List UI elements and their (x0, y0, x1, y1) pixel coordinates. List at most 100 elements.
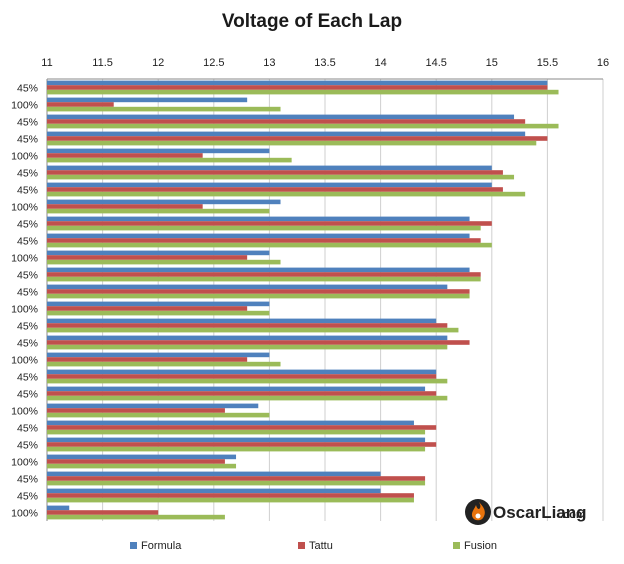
category-label: 100% (11, 508, 38, 520)
bar-fusion (47, 191, 526, 197)
bar-tattu (47, 119, 526, 124)
category-label: 100% (11, 304, 38, 316)
bar-tattu (47, 289, 470, 294)
category-label: 45% (17, 287, 38, 299)
category-label: 100% (11, 457, 38, 469)
bar-fusion (47, 140, 537, 146)
bar-tattu (47, 459, 225, 464)
category-label: 100% (11, 406, 38, 418)
bar-tattu (47, 340, 470, 345)
x-tick-label: 11.5 (92, 57, 113, 69)
chart-title: Voltage of Each Lap (222, 11, 402, 32)
category-label: 100% (11, 355, 38, 367)
bar-fusion (47, 89, 559, 95)
x-tick-label: 13.5 (314, 57, 335, 69)
x-tick-label: 15 (486, 57, 498, 69)
bar-fusion (47, 327, 459, 333)
category-label: 45% (17, 491, 38, 503)
bar-formula (47, 165, 492, 171)
flame-logo-icon (465, 499, 491, 525)
category-label: 45% (17, 83, 38, 95)
bar-formula (47, 131, 526, 137)
bar-formula (47, 454, 237, 460)
bar-fusion (47, 446, 426, 452)
bar-tattu (47, 408, 225, 413)
bar-tattu (47, 272, 481, 277)
watermark-logo: OscarLiang .com (465, 499, 587, 525)
bar-formula (47, 301, 270, 307)
bar-tattu (47, 170, 503, 175)
category-label: 45% (17, 134, 38, 146)
legend-swatch-formula (130, 542, 137, 549)
bar-tattu (47, 238, 481, 243)
bar-formula (47, 97, 248, 103)
watermark-suffix: .com (560, 509, 586, 521)
bar-tattu (47, 102, 114, 107)
category-label: 45% (17, 389, 38, 401)
legend: Formula Tattu Fusion (130, 540, 497, 552)
x-tick-label: 16 (597, 57, 609, 69)
bar-tattu (47, 510, 159, 515)
x-tick-label: 14 (374, 57, 386, 69)
bar-fusion (47, 480, 426, 486)
bar-fusion (47, 208, 270, 214)
bar-tattu (47, 187, 503, 192)
bar-fusion (47, 429, 426, 435)
bar-fusion (47, 157, 292, 163)
bar-tattu (47, 476, 426, 481)
watermark-brand: OscarLiang (493, 503, 587, 522)
bar-tattu (47, 306, 248, 311)
bar-fusion (47, 378, 448, 384)
x-tick-label: 12 (152, 57, 164, 69)
bar-tattu (47, 85, 548, 90)
legend-label-formula: Formula (141, 540, 182, 552)
category-label: 45% (17, 474, 38, 486)
bar-formula (47, 148, 270, 154)
y-axis-categories: 45% 100% 45% 45% 100% 45% 45% 100% 45% 45% 100% 45%… (11, 83, 38, 520)
bar-formula (47, 386, 426, 392)
bar-fusion (47, 106, 281, 112)
bar-formula (47, 114, 515, 120)
category-label: 45% (17, 219, 38, 231)
bar-fusion (47, 225, 481, 231)
bar-formula (47, 335, 448, 341)
bar-formula (47, 233, 470, 239)
bar-tattu (47, 374, 437, 379)
bar-fusion (47, 412, 270, 418)
category-label: 45% (17, 440, 38, 452)
category-label: 45% (17, 236, 38, 248)
category-label: 45% (17, 168, 38, 180)
legend-label-fusion: Fusion (464, 540, 497, 552)
bar-formula (47, 216, 470, 222)
category-label: 100% (11, 100, 38, 112)
bar-tattu (47, 391, 437, 396)
x-tick-label: 11 (41, 57, 52, 69)
bar-tattu (47, 442, 437, 447)
legend-swatch-fusion (453, 542, 460, 549)
bar-fusion (47, 276, 481, 282)
bar-tattu (47, 221, 492, 226)
category-label: 45% (17, 117, 38, 129)
bar-formula (47, 471, 381, 477)
bar-formula (47, 420, 414, 426)
x-tick-label: 13 (263, 57, 275, 69)
x-tick-label: 14.5 (425, 57, 446, 69)
bar-formula (47, 199, 281, 205)
bar-tattu (47, 425, 437, 430)
bar-tattu (47, 493, 414, 498)
bar-fusion (47, 463, 237, 469)
bar-formula (47, 182, 492, 188)
bar-formula (47, 250, 270, 256)
category-label: 45% (17, 321, 38, 333)
bar-fusion (47, 242, 492, 248)
legend-swatch-tattu (298, 542, 305, 549)
bar-fusion (47, 344, 448, 350)
category-label: 100% (11, 253, 38, 265)
category-label: 45% (17, 423, 38, 435)
bar-fusion (47, 361, 281, 367)
category-label: 45% (17, 372, 38, 384)
bar-formula (47, 369, 437, 375)
category-label: 45% (17, 338, 38, 350)
bar-fusion (47, 310, 270, 316)
